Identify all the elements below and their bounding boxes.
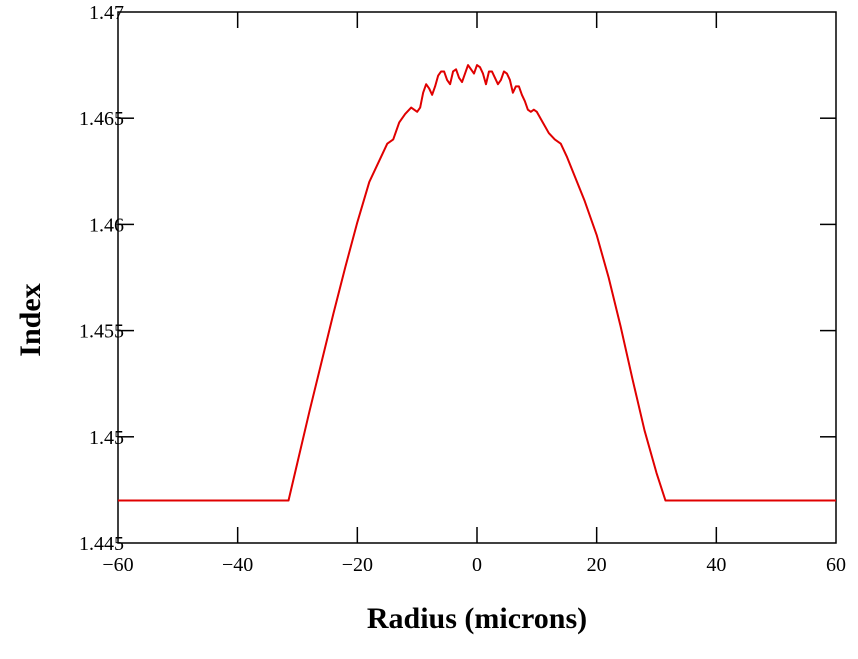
x-tick-label: 40 [706, 554, 726, 576]
x-axis-title: Radius (microns) [367, 602, 587, 635]
y-axis-tick-labels: 1.445 1.45 1.455 1.46 1.465 1.47 [79, 2, 124, 555]
x-axis-tick-labels: −60 −40 −20 0 20 40 60 [102, 554, 846, 576]
series-line [118, 64, 836, 502]
y-axis-ticks [118, 117, 836, 438]
plot-frame [117, 11, 837, 544]
y-tick-label: 1.445 [79, 533, 124, 555]
x-axis-ticks [236, 12, 718, 543]
y-axis-title: Index [14, 283, 47, 356]
y-tick-label: 1.46 [89, 214, 124, 236]
y-tick-label: 1.45 [89, 427, 124, 449]
y-tick-label: 1.455 [79, 321, 124, 343]
x-tick-label: 20 [587, 554, 607, 576]
x-tick-label: 0 [472, 554, 482, 576]
series-layer [118, 64, 836, 502]
y-tick-label: 1.47 [89, 2, 124, 24]
x-tick-label: 60 [826, 554, 846, 576]
x-tick-label: −60 [102, 554, 133, 576]
y-tick-label: 1.465 [79, 108, 124, 130]
x-tick-label: −20 [342, 554, 373, 576]
x-tick-label: −40 [222, 554, 253, 576]
